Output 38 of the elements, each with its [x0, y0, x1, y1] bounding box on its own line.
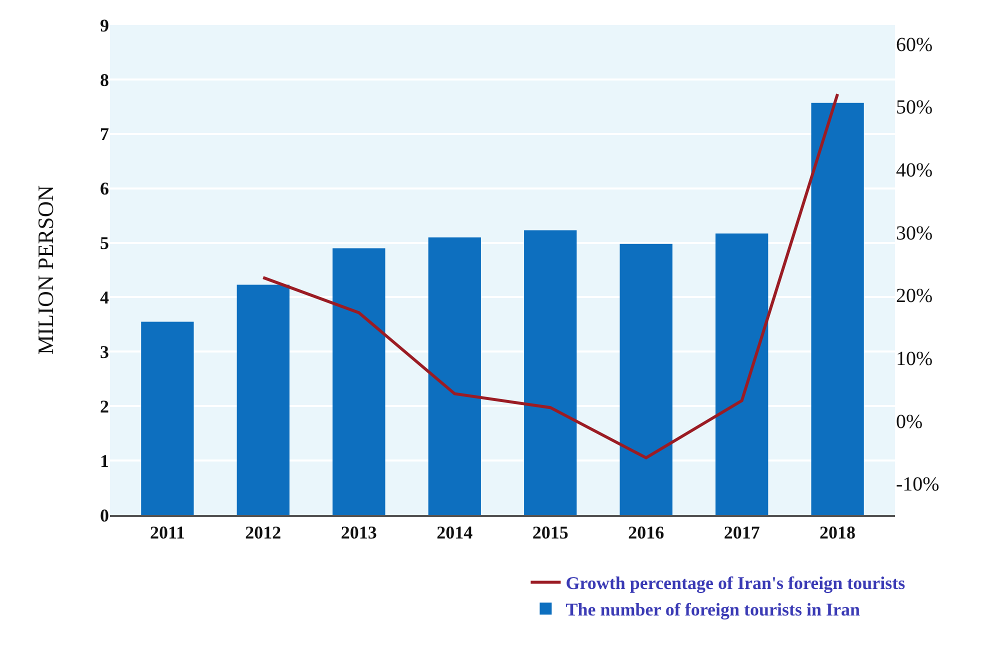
x-tick-label: 2011 [150, 522, 185, 542]
y-tick-label: 5 [100, 233, 109, 254]
bar [716, 234, 768, 515]
bar [428, 237, 481, 515]
bar [620, 244, 672, 515]
y2-tick-label: 60% [896, 34, 933, 56]
y2-tick-label: 20% [896, 285, 933, 308]
y-tick-label: 3 [100, 342, 109, 362]
line-series [262, 92, 840, 460]
y-axis-title: MILION PERSON [32, 185, 58, 355]
y-tick-label: 4 [100, 288, 109, 308]
y-tick-label: 1 [100, 450, 109, 471]
y2-tick-label: 30% [896, 222, 933, 244]
y2-tick-label: 50% [896, 96, 933, 119]
x-tick-label: 2018 [820, 522, 856, 542]
x-tick-label: 2016 [628, 522, 664, 542]
bar [141, 322, 194, 515]
legend-label: The number of foreign tourists in Iran [566, 600, 860, 620]
y-tick-label: 7 [100, 124, 109, 144]
x-tick-label: 2013 [340, 522, 377, 542]
y2-tick-label: 0% [896, 410, 923, 433]
y-tick-label: 8 [100, 70, 109, 90]
x-tick-label: 2012 [245, 522, 282, 542]
y2-tick-label: -10% [896, 474, 940, 496]
x-tick-label: 2015 [532, 522, 568, 542]
y2-tick-label: 10% [896, 348, 933, 370]
x-tick-label: 2017 [724, 522, 760, 542]
y-tick-label: 9 [100, 15, 109, 36]
bar [332, 248, 386, 515]
y2-tick-label: 40% [896, 159, 933, 182]
bar [236, 284, 290, 515]
y-tick-label: 2 [100, 396, 109, 416]
y-tick-label: 6 [100, 178, 109, 199]
x-tick-label: 2014 [436, 522, 473, 542]
y-tick-label: 0 [100, 505, 109, 526]
bar [524, 230, 577, 515]
legend-label: Growth percentage of Iran's foreign tourists [566, 573, 906, 594]
bar [811, 102, 864, 515]
